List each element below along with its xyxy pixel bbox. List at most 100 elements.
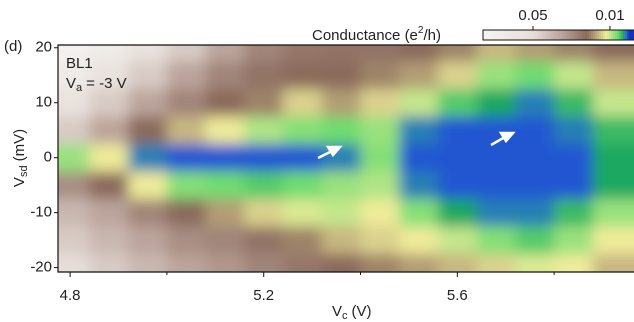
heat-cell [399,226,439,255]
colorbar-swatch [591,30,594,40]
colorbar-swatch [563,30,566,40]
label-end: /h) [423,27,441,44]
heat-cell [58,171,90,200]
colorbar-swatch [599,30,602,40]
symbol: V [11,177,28,187]
y-axis-label: Vsd (mV) [11,129,30,187]
colorbar-swatch [595,30,598,40]
heat-cell [554,45,594,62]
colorbar-swatch [577,30,580,40]
heat-cell [283,226,323,255]
heat-cell [283,171,323,200]
colorbar-swatch [497,30,500,40]
heat-cell [128,45,168,62]
colorbar-swatch [519,30,522,40]
heat-cell [244,226,284,255]
heat-cell [437,253,478,272]
colorbar-swatch [529,30,532,40]
colorbar-label: Conductance (e2/h) [312,25,441,44]
colorbar-swatch [549,30,552,40]
heat-cell [554,253,594,272]
heat-cell [244,45,284,62]
colorbar-swatch [513,30,516,40]
heat-cell [166,253,207,272]
colorbar: 0.05 0.01 [482,7,634,41]
y-tick-label: 0 [44,149,52,166]
colorbar-swatch [509,30,512,40]
colorbar-swatch [515,30,518,40]
rest: = -3 V [86,75,126,92]
heat-cell [476,171,516,200]
heat-cell [89,45,129,62]
heat-cell [283,45,323,62]
heat-cell [89,253,129,272]
heat-cell [321,116,362,145]
heat-cell [360,143,400,172]
panel-label: (d) [4,38,22,55]
heat-cell [166,61,207,90]
heat-cell [554,226,594,255]
heat-cell [321,198,362,227]
colorbar-swatch [597,30,600,40]
colorbar-swatch [619,30,622,40]
colorbar-swatch [575,30,578,40]
heat-cell [360,253,400,272]
colorbar-swatch [485,30,488,40]
colorbar-swatch [571,30,574,40]
colorbar-swatch [605,30,608,40]
heat-cell [592,226,634,255]
colorbar-swatch [625,30,628,40]
y-tick-label: 20 [35,39,52,56]
heat-cell [399,253,439,272]
colorbar-swatch [489,30,492,40]
heat-cell [166,88,207,117]
colorbar-swatch [501,30,504,40]
heat-cell [399,88,439,117]
colorbar-swatch [553,30,556,40]
colorbar-swatch [547,30,550,40]
heat-cell [205,226,245,255]
heat-cell [515,45,555,62]
condition: Va = -3 V [66,75,127,94]
colorbar-swatch [491,30,494,40]
colorbar-swatch [499,30,502,40]
heat-cell [128,171,168,200]
colorbar-swatch [567,30,570,40]
heat-cell [399,171,439,200]
colorbar-swatch [533,30,536,40]
heat-cell [437,61,478,90]
heat-cell [166,171,207,200]
heat-cell [244,143,284,172]
heat-cell [476,45,516,62]
colorbar-swatch [569,30,572,40]
heat-cell [399,198,439,227]
symbol: V [66,75,76,92]
arrows [317,131,516,160]
heat-cell [89,198,129,227]
colorbar-swatch [531,30,534,40]
colorbar-swatch [623,30,626,40]
colorbar-swatch [503,30,506,40]
colorbar-frame [482,29,634,41]
label: Conductance (e [312,27,418,44]
x-tick-label: 5.2 [253,287,274,304]
heat-cell [166,198,207,227]
heat-cell [128,198,168,227]
unit: (mV) [11,129,28,162]
x-tick-label: 5.6 [447,287,468,304]
y-tick-label: -20 [30,259,52,276]
heat-cell [283,253,323,272]
heat-cell [360,116,400,145]
colorbar-swatch [535,30,538,40]
heat-cell [437,226,478,255]
heat-cell [244,253,284,272]
heat-cell [476,253,516,272]
heat-cell [128,88,168,117]
heat-cell [399,45,439,62]
colorbar-swatch [505,30,508,40]
colorbar-swatch [545,30,548,40]
subscript: a [76,82,83,94]
heat-cell [554,116,594,145]
heat-cell [592,253,634,272]
